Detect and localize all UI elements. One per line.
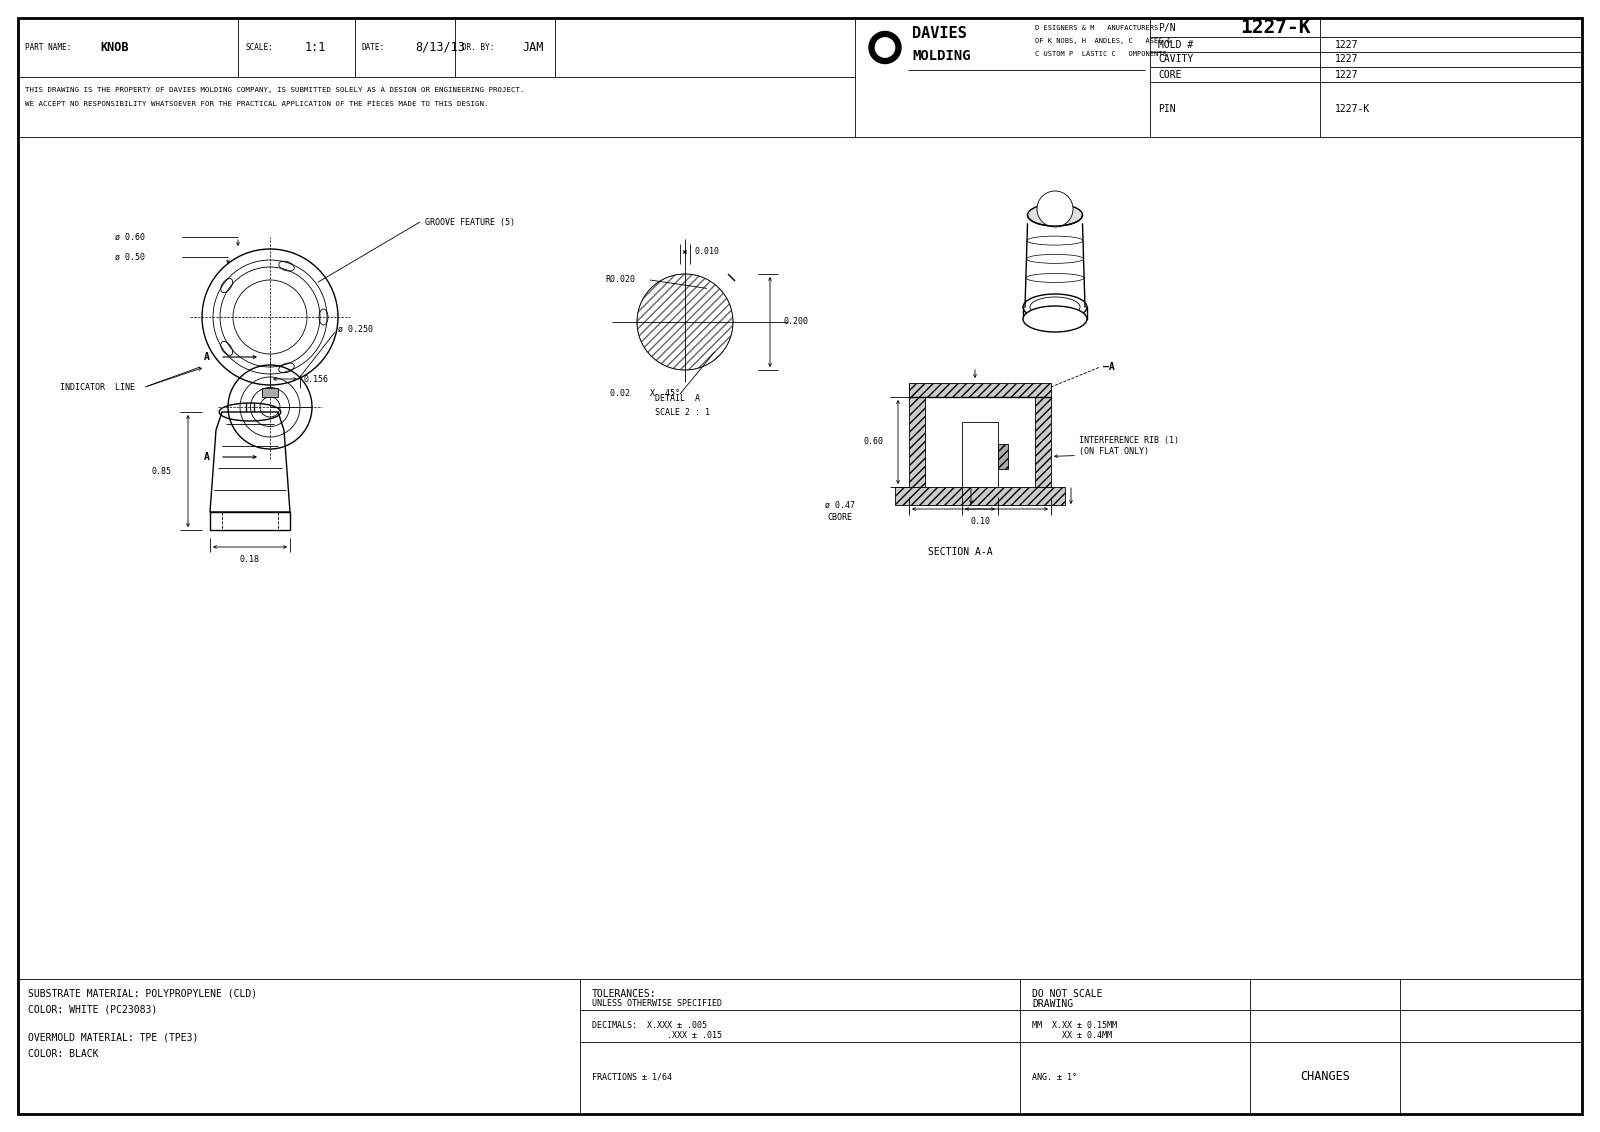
Text: 0.18: 0.18 [240,556,259,565]
Text: CBORE: CBORE [827,514,853,523]
Text: 0.156: 0.156 [302,375,328,384]
Ellipse shape [1022,294,1086,320]
Text: OVERMOLD MATERIAL: TPE (TPE3): OVERMOLD MATERIAL: TPE (TPE3) [29,1032,198,1041]
Text: 8/13/13: 8/13/13 [414,41,466,54]
Text: 0.02    X  45°: 0.02 X 45° [610,389,680,398]
Text: P/N: P/N [1158,23,1176,33]
Text: CORE: CORE [1158,69,1181,79]
Text: A: A [205,352,210,362]
Polygon shape [262,387,278,397]
Text: DETAIL  A: DETAIL A [654,394,701,403]
Text: DECIMALS:  X.XXX ± .005: DECIMALS: X.XXX ± .005 [592,1021,707,1029]
Circle shape [875,37,894,58]
Text: C USTOM P  LASTIC C   OMPONENTS: C USTOM P LASTIC C OMPONENTS [1035,51,1166,58]
Text: THIS DRAWING IS THE PROPERTY OF DAVIES MOLDING COMPANY, IS SUBMITTED SOLELY AS A: THIS DRAWING IS THE PROPERTY OF DAVIES M… [26,87,525,93]
Ellipse shape [1027,204,1083,226]
Text: INTERFERENCE RIB (1): INTERFERENCE RIB (1) [1078,436,1179,445]
Text: PART NAME:: PART NAME: [26,43,72,52]
Text: SUBSTRATE MATERIAL: POLYPROPYLENE (CLD): SUBSTRATE MATERIAL: POLYPROPYLENE (CLD) [29,989,258,1000]
Text: SECTION A-A: SECTION A-A [928,547,992,557]
Text: PIN: PIN [1158,104,1176,114]
Text: UNLESS OTHERWISE SPECIFIED: UNLESS OTHERWISE SPECIFIED [592,1000,722,1009]
Text: CHANGES: CHANGES [1301,1071,1350,1083]
Text: INDICATOR  LINE: INDICATOR LINE [61,383,134,392]
Text: KNOB: KNOB [99,41,128,54]
Text: ø 0.250: ø 0.250 [338,325,373,334]
Text: GROOVE FEATURE (5): GROOVE FEATURE (5) [426,217,515,226]
Text: MOLD #: MOLD # [1158,40,1194,50]
Text: 1227-K: 1227-K [1334,104,1370,114]
Text: ø 0.60: ø 0.60 [115,232,146,241]
Text: .XXX ± .015: .XXX ± .015 [592,1030,722,1039]
Text: —A: —A [1102,362,1115,372]
Text: DRAWING: DRAWING [1032,1000,1074,1009]
Text: COLOR: WHITE (PC23083): COLOR: WHITE (PC23083) [29,1005,157,1015]
Text: 0.85: 0.85 [152,466,173,475]
Text: 0.010: 0.010 [694,248,720,257]
Text: 0.60: 0.60 [862,437,883,446]
Text: WE ACCEPT NO RESPONSIBILITY WHATSOEVER FOR THE PRACTICAL APPLICATION OF THE PIEC: WE ACCEPT NO RESPONSIBILITY WHATSOEVER F… [26,101,488,108]
Bar [909,383,1051,397]
Text: 1227: 1227 [1334,69,1358,79]
Text: ANG. ± 1°: ANG. ± 1° [1032,1072,1077,1081]
Text: DO NOT SCALE: DO NOT SCALE [1032,989,1102,1000]
Text: ø 0.47: ø 0.47 [826,500,854,509]
Text: 1227: 1227 [1334,40,1358,50]
Bar [1035,397,1051,487]
Text: D ESIGNERS & M   ANUFACTURERS: D ESIGNERS & M ANUFACTURERS [1035,26,1158,32]
Bar [962,422,998,487]
Text: DR. BY:: DR. BY: [462,43,494,52]
Text: 1227-K: 1227-K [1240,18,1310,37]
Bar [909,397,925,487]
Text: ø 0.50: ø 0.50 [115,252,146,261]
Bar [894,487,1066,505]
Bar [18,979,1582,1114]
Text: SCALE:: SCALE: [245,43,272,52]
Text: SCALE 2 : 1: SCALE 2 : 1 [654,408,710,417]
Bar [998,444,1008,469]
Circle shape [1037,191,1074,228]
Text: 1:1: 1:1 [306,41,326,54]
Text: DAVIES: DAVIES [912,26,966,41]
Text: 0.200: 0.200 [782,317,808,326]
Text: DATE:: DATE: [362,43,386,52]
Text: TOLERANCES:: TOLERANCES: [592,989,656,1000]
Text: CAVITY: CAVITY [1158,54,1194,65]
Text: FRACTIONS ± 1/64: FRACTIONS ± 1/64 [592,1072,672,1081]
Text: JAM: JAM [522,41,544,54]
Bar [18,18,1582,137]
Text: MOLDING: MOLDING [912,49,971,62]
Text: COLOR: BLACK: COLOR: BLACK [29,1049,99,1060]
Circle shape [869,32,901,63]
Text: OF K NOBS, H  ANDLES, C   ASES &: OF K NOBS, H ANDLES, C ASES & [1035,38,1171,44]
Text: 0.10: 0.10 [970,517,990,526]
Polygon shape [637,274,733,370]
Text: MM  X.XX ± 0.15MM: MM X.XX ± 0.15MM [1032,1021,1117,1029]
Text: A: A [205,452,210,462]
Text: 1227: 1227 [1334,54,1358,65]
Ellipse shape [1022,306,1086,332]
Text: R0.020: R0.020 [605,275,635,284]
Bar [210,512,290,530]
Text: XX ± 0.4MM: XX ± 0.4MM [1032,1030,1112,1039]
Text: (ON FLAT ONLY): (ON FLAT ONLY) [1078,447,1149,456]
